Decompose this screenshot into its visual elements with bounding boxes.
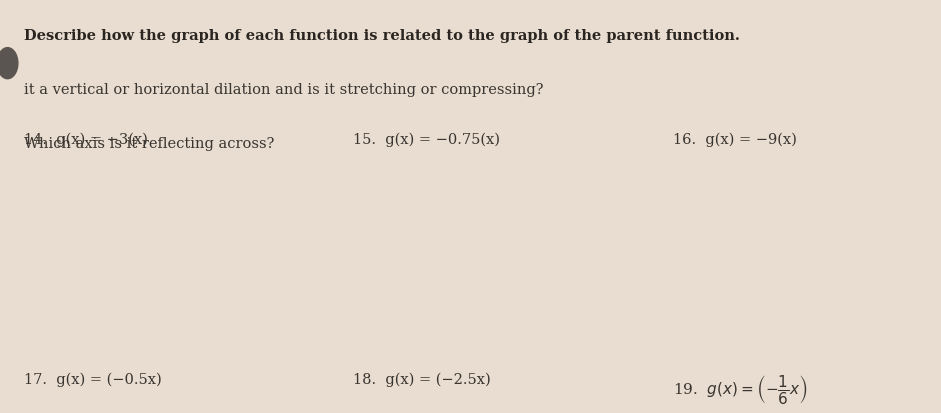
Text: 14.  g(x) = −3(x): 14. g(x) = −3(x) bbox=[24, 132, 148, 147]
Text: Describe how the graph of each function is related to the graph of the parent fu: Describe how the graph of each function … bbox=[24, 29, 740, 43]
Text: 18.  g(x) = (−2.5x): 18. g(x) = (−2.5x) bbox=[353, 372, 490, 386]
Text: 17.  g(x) = (−0.5x): 17. g(x) = (−0.5x) bbox=[24, 372, 161, 386]
Text: it a vertical or horizontal dilation and is it stretching or compressing?: it a vertical or horizontal dilation and… bbox=[24, 83, 543, 97]
Text: 19.  $g(x) = \left(-\dfrac{1}{6}x\right)$: 19. $g(x) = \left(-\dfrac{1}{6}x\right)$ bbox=[673, 372, 807, 405]
Ellipse shape bbox=[0, 49, 18, 79]
Text: 15.  g(x) = −0.75(x): 15. g(x) = −0.75(x) bbox=[353, 132, 500, 147]
Text: Which axis is it reflecting across?: Which axis is it reflecting across? bbox=[24, 136, 274, 150]
Text: 16.  g(x) = −9(x): 16. g(x) = −9(x) bbox=[673, 132, 797, 147]
